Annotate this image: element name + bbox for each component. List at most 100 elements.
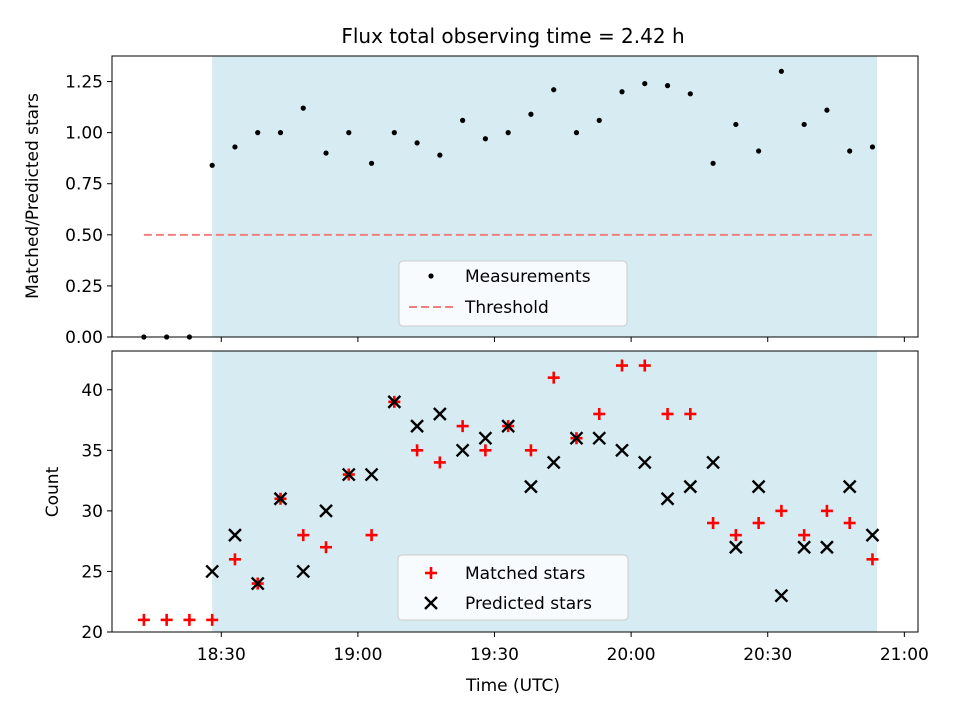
bottom-y-tick-label: 40 (81, 381, 103, 401)
matched-star-point (798, 529, 811, 542)
matched-star-point (365, 529, 378, 542)
bottom-points (137, 359, 880, 626)
predicted-star-point (842, 479, 857, 494)
matched-star-point (479, 444, 492, 457)
top-axes-frame (111, 55, 919, 338)
matched-star-point (752, 516, 765, 529)
legend-matched-marker (425, 567, 437, 579)
predicted-star-point (820, 540, 834, 555)
legend-matched-label: Matched stars (465, 564, 585, 584)
measurement-point (664, 83, 671, 89)
measurement-point (460, 117, 466, 123)
bottom-panel: 20 25 30 35 40 18:30 19:00 19:30 20:00 20:30 21:0… (43, 350, 929, 696)
measurement-point (778, 68, 784, 74)
measurement-point (710, 160, 716, 166)
measurement-point (619, 89, 625, 95)
predicted-star-point (341, 467, 356, 482)
top-y-tick-label: 0.00 (65, 328, 103, 348)
measurement-point (756, 148, 762, 154)
measurement-point (414, 140, 420, 146)
matched-star-point (707, 516, 720, 529)
bottom-y-label: Count (43, 466, 63, 517)
measurement-point (596, 117, 602, 123)
matched-star-point (843, 516, 856, 529)
measurement-point (573, 130, 580, 136)
bottom-y-ticks: 20 25 30 35 40 (81, 381, 112, 643)
measurement-point (391, 130, 397, 136)
top-y-tick-label: 0.75 (65, 175, 103, 195)
matched-star-point (320, 541, 333, 554)
matched-star-point (729, 529, 742, 542)
matched-star-point (206, 613, 219, 626)
predicted-star-point (319, 504, 333, 518)
predicted-star-point (205, 564, 220, 579)
predicted-star-point (774, 588, 789, 603)
predicted-star-point (683, 479, 698, 494)
legend-measurements-marker (428, 273, 434, 279)
predicted-star-point (273, 491, 288, 506)
predicted-star-point (751, 479, 766, 494)
measurement-point (323, 150, 329, 156)
matched-star-point (411, 444, 424, 457)
legend-predicted-label: Predicted stars (465, 594, 592, 614)
x-tick-label: 19:30 (470, 645, 519, 665)
bottom-x-ticks: 18:30 19:00 19:30 20:00 20:30 21:00 (197, 632, 929, 665)
measurement-point (505, 130, 511, 136)
top-panel: 0.00 0.25 0.50 0.75 1.00 1.25 Flux total obse… (23, 24, 919, 348)
predicted-star-point (478, 431, 493, 446)
predicted-star-point (387, 395, 402, 409)
x-tick-label: 19:00 (333, 645, 382, 665)
bottom-y-tick-label: 20 (81, 623, 103, 643)
predicted-star-point (637, 455, 652, 470)
matched-star-point (183, 613, 196, 626)
legend-threshold-label: Threshold (464, 298, 549, 318)
measurement-point (847, 148, 853, 154)
x-tick-label: 20:30 (743, 645, 792, 665)
matched-star-point (661, 407, 674, 420)
x-axis-label: Time (UTC) (465, 676, 560, 696)
measurement-point (869, 144, 876, 150)
predicted-star-point (250, 576, 265, 591)
x-tick-label: 21:00 (880, 645, 929, 665)
matched-star-point (866, 553, 879, 566)
predicted-star-point (364, 467, 379, 482)
measurement-point (368, 160, 375, 166)
predicted-star-point (569, 431, 584, 446)
matched-star-point (160, 613, 173, 626)
predicted-star-point (660, 491, 675, 506)
measurement-point (437, 152, 443, 158)
measurement-point (255, 130, 261, 136)
bottom-axes-frame (111, 350, 919, 633)
matched-star-point (684, 407, 697, 420)
measurement-point (482, 136, 489, 142)
matched-star-point (297, 529, 310, 542)
predicted-star-point (865, 528, 880, 542)
bottom-y-tick-label: 35 (81, 441, 103, 461)
bottom-y-tick-label: 30 (81, 502, 103, 522)
top-y-ticks: 0.00 0.25 0.50 0.75 1.00 1.25 (65, 73, 112, 348)
measurement-point (551, 87, 557, 93)
measurement-point (733, 121, 739, 128)
matched-star-point (820, 504, 833, 517)
matched-star-point (524, 444, 537, 457)
measurement-point (687, 91, 693, 97)
x-tick-label: 20:00 (607, 645, 656, 665)
matched-star-point (593, 407, 606, 420)
matched-star-point (228, 553, 241, 566)
measurement-point (346, 130, 352, 136)
measurement-point (824, 107, 830, 113)
predicted-star-point (524, 479, 538, 494)
measurement-point (528, 111, 534, 117)
predicted-star-point (592, 431, 607, 446)
bottom-legend-box (397, 554, 629, 621)
predicted-star-point (228, 528, 242, 542)
predicted-star-point (433, 407, 447, 421)
measurement-point (300, 105, 306, 111)
predicted-star-point (455, 443, 470, 458)
matched-star-point (616, 359, 629, 372)
measurement-point (232, 144, 238, 150)
top-y-tick-label: 1.00 (65, 124, 103, 144)
predicted-star-point (410, 419, 424, 433)
predicted-star-point (729, 540, 743, 555)
